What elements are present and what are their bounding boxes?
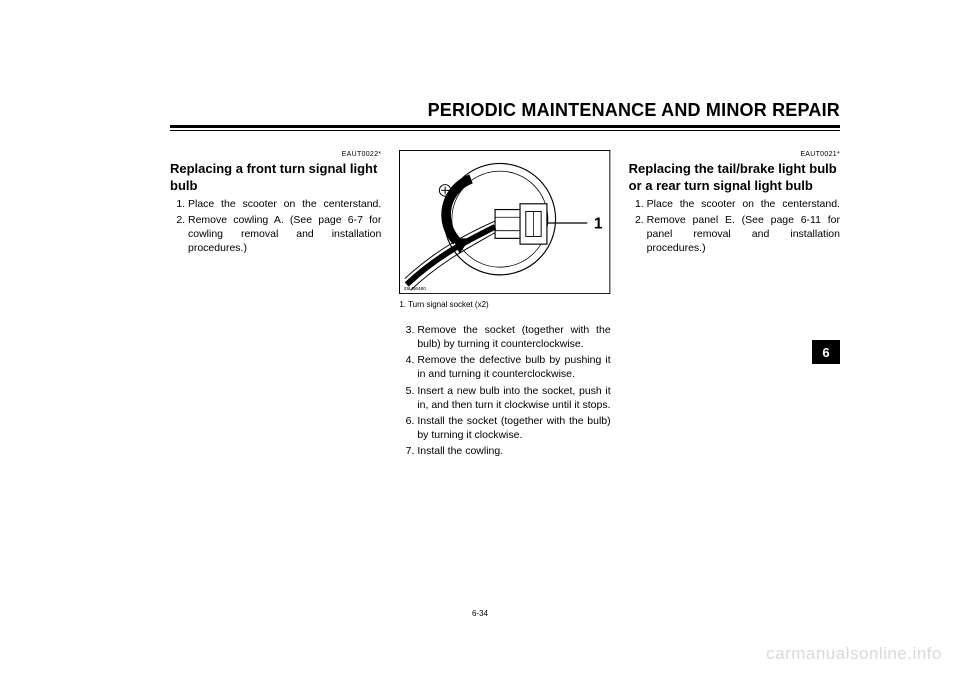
figure-turn-signal-socket: 1 25LN6480 <box>399 150 610 294</box>
step-text: Place the scooter on the centerstand. <box>188 197 381 211</box>
step-item: Install the cowling. <box>417 444 610 458</box>
step-text: Place the scooter on the centerstand. <box>647 197 840 211</box>
step-item: Place the scooter on the centerstand. <box>188 197 381 211</box>
steps-list-tail-brake: Place the scooter on the centerstand. Re… <box>629 197 840 256</box>
manual-page: PERIODIC MAINTENANCE AND MINOR REPAIR EA… <box>0 0 960 678</box>
step-item: Remove panel E. (See page 6-11 for panel… <box>647 213 840 256</box>
section-title-tail-brake: Replacing the tail/brake light bulb or a… <box>629 161 840 194</box>
step-item: Remove cowling A. (See page 6-7 for cowl… <box>188 213 381 256</box>
header-title: PERIODIC MAINTENANCE AND MINOR REPAIR <box>170 100 840 121</box>
ref-code: EAUT0021* <box>629 150 840 159</box>
steps-list-socket: Remove the socket (together with the bul… <box>399 323 610 459</box>
page-number: 6-34 <box>0 609 960 618</box>
step-item: Place the scooter on the centerstand. <box>647 197 840 211</box>
section-title-front-signal: Replacing a front turn signal light bulb <box>170 161 381 194</box>
step-item: Insert a new bulb into the socket, push … <box>417 384 610 412</box>
page-header: PERIODIC MAINTENANCE AND MINOR REPAIR <box>170 100 840 131</box>
header-rule-thick <box>170 125 840 128</box>
steps-list-front-signal: Place the scooter on the centerstand. Re… <box>170 197 381 256</box>
figure-caption: 1. Turn signal socket (x2) <box>399 300 610 311</box>
header-rule-thin <box>170 130 840 131</box>
figure-label-number: 1 <box>594 216 603 233</box>
ref-code: EAUT0022* <box>170 150 381 159</box>
figure-ref-code: 25LN6480 <box>404 286 426 292</box>
column-right: EAUT0021* Replacing the tail/brake light… <box>629 150 840 460</box>
column-left: EAUT0022* Replacing a front turn signal … <box>170 150 381 460</box>
content-columns: EAUT0022* Replacing a front turn signal … <box>170 150 840 460</box>
step-item: Remove the defective bulb by pushing it … <box>417 353 610 381</box>
watermark-text: carmanualsonline.info <box>766 644 942 664</box>
chapter-tab: 6 <box>812 340 840 364</box>
step-item: Install the socket (together with the bu… <box>417 414 610 442</box>
step-item: Remove the socket (together with the bul… <box>417 323 610 351</box>
column-middle: 1 25LN6480 1. Turn signal socket (x2) Re… <box>399 150 610 460</box>
socket-diagram-svg: 1 25LN6480 <box>399 150 610 294</box>
